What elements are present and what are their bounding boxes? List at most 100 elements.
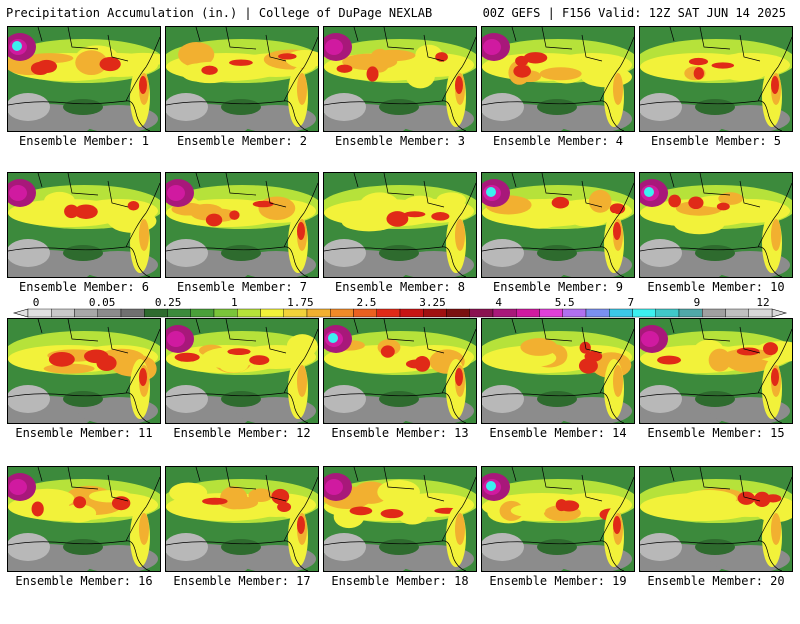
- colorbar-swatch: [237, 308, 261, 318]
- ensemble-panel-3: Ensemble Member: 3: [323, 26, 477, 184]
- ensemble-member-label: Ensemble Member: 4: [492, 134, 624, 148]
- ensemble-member-label: Ensemble Member: 7: [176, 280, 308, 294]
- colorbar-swatch: [748, 308, 773, 318]
- precip-map: [165, 172, 319, 278]
- colorbar-svg: 0 0.05 0.25 1 1.75 2.5 3.25 4 5.5 7 9 12: [12, 296, 788, 318]
- precip-map: [7, 466, 161, 572]
- colorbar: 0 0.05 0.25 1 1.75 2.5 3.25 4 5.5 7 9 12: [0, 296, 800, 318]
- colorbar-tick-label: 12: [756, 296, 769, 309]
- ensemble-panel-2: Ensemble Member: 2: [165, 26, 319, 184]
- colorbar-swatch: [306, 308, 331, 318]
- ensemble-member-label: Ensemble Member: 16: [15, 574, 153, 588]
- colorbar-left-arrow: [12, 308, 29, 318]
- ensemble-panel-16: Ensemble Member: 16: [7, 466, 161, 624]
- precip-map: [7, 318, 161, 424]
- ensemble-member-label: Ensemble Member: 12: [173, 426, 311, 440]
- ensemble-panel-17: Ensemble Member: 17: [165, 466, 319, 624]
- colorbar-swatch: [702, 308, 726, 318]
- precip-map: [481, 172, 635, 278]
- colorbar-tick-label: 7: [628, 296, 635, 309]
- colorbar-swatch: [144, 308, 168, 318]
- colorbar-tick-label: 0.05: [89, 296, 116, 309]
- ensemble-panel-13: Ensemble Member: 13: [323, 318, 477, 476]
- colorbar-swatch: [330, 308, 354, 318]
- colorbar-swatch: [609, 308, 633, 318]
- precip-map: [481, 466, 635, 572]
- ensemble-member-label: Ensemble Member: 13: [331, 426, 469, 440]
- ensemble-member-label: Ensemble Member: 15: [647, 426, 785, 440]
- title-right: 00Z GEFS | F156 Valid: 12Z SAT JUN 14 20…: [482, 6, 786, 20]
- ensemble-panel-8: Ensemble Member: 8: [323, 172, 477, 330]
- colorbar-swatch: [74, 308, 98, 318]
- precip-map: [165, 466, 319, 572]
- ensemble-panel-10: Ensemble Member: 10: [639, 172, 793, 330]
- ensemble-member-label: Ensemble Member: 14: [489, 426, 627, 440]
- precip-map: [7, 172, 161, 278]
- ensemble-panel-18: Ensemble Member: 18: [323, 466, 477, 624]
- ensemble-member-label: Ensemble Member: 17: [173, 574, 311, 588]
- ensemble-panel-5: Ensemble Member: 5: [639, 26, 793, 184]
- colorbar-tick-label: 1.75: [287, 296, 314, 309]
- colorbar-swatch: [469, 308, 494, 318]
- ensemble-member-label: Ensemble Member: 8: [334, 280, 466, 294]
- ensemble-panel-14: Ensemble Member: 14: [481, 318, 635, 476]
- precip-map: [7, 26, 161, 132]
- colorbar-swatch: [539, 308, 563, 318]
- ensemble-member-label: Ensemble Member: 6: [18, 280, 150, 294]
- colorbar-tick-label: 4: [495, 296, 502, 309]
- colorbar-swatch: [585, 308, 610, 318]
- colorbar-swatch: [97, 308, 122, 318]
- precip-map: [323, 172, 477, 278]
- ensemble-member-label: Ensemble Member: 2: [176, 134, 308, 148]
- precip-map: [639, 466, 793, 572]
- colorbar-swatch: [399, 308, 424, 318]
- ensemble-panel-15: Ensemble Member: 15: [639, 318, 793, 476]
- ensemble-member-label: Ensemble Member: 1: [18, 134, 150, 148]
- ensemble-panel-19: Ensemble Member: 19: [481, 466, 635, 624]
- precip-map: [165, 26, 319, 132]
- precip-map: [323, 318, 477, 424]
- colorbar-tick-label: 9: [694, 296, 701, 309]
- ensemble-panel-6: Ensemble Member: 6: [7, 172, 161, 330]
- colorbar-swatch: [725, 308, 749, 318]
- ensemble-member-label: Ensemble Member: 19: [489, 574, 627, 588]
- colorbar-swatch: [516, 308, 540, 318]
- colorbar-tick-label: 3.25: [419, 296, 446, 309]
- colorbar-swatch: [260, 308, 284, 318]
- colorbar-tick-label: 1: [231, 296, 238, 309]
- colorbar-swatch: [655, 308, 680, 318]
- ensemble-member-label: Ensemble Member: 18: [331, 574, 469, 588]
- colorbar-tick-label: 2.5: [357, 296, 377, 309]
- colorbar-swatch: [283, 308, 308, 318]
- colorbar-swatch: [353, 308, 377, 318]
- colorbar-swatch: [120, 308, 145, 318]
- ensemble-member-label: Ensemble Member: 9: [492, 280, 624, 294]
- ensemble-panel-7: Ensemble Member: 7: [165, 172, 319, 330]
- colorbar-swatch: [167, 308, 191, 318]
- ensemble-panel-1: Ensemble Member: 1: [7, 26, 161, 184]
- ensemble-panel-12: Ensemble Member: 12: [165, 318, 319, 476]
- colorbar-swatch: [376, 308, 401, 318]
- colorbar-swatch: [213, 308, 238, 318]
- ensemble-member-label: Ensemble Member: 10: [647, 280, 785, 294]
- precip-map: [165, 318, 319, 424]
- ensemble-member-label: Ensemble Member: 5: [650, 134, 782, 148]
- colorbar-swatch: [27, 308, 52, 318]
- colorbar-swatch: [446, 308, 470, 318]
- colorbar-tick-label: 0: [33, 296, 40, 309]
- colorbar-tick-label: 5.5: [555, 296, 575, 309]
- ensemble-member-label: Ensemble Member: 11: [15, 426, 153, 440]
- colorbar-swatch: [492, 308, 517, 318]
- colorbar-swatch: [423, 308, 447, 318]
- ensemble-panel-9: Ensemble Member: 9: [481, 172, 635, 330]
- precip-map: [639, 172, 793, 278]
- precip-map: [639, 318, 793, 424]
- precip-map: [481, 26, 635, 132]
- title-left: Precipitation Accumulation (in.) | Colle…: [6, 6, 433, 20]
- colorbar-tick-label: 0.25: [155, 296, 182, 309]
- colorbar-swatch: [51, 308, 75, 318]
- colorbar-swatch: [678, 308, 703, 318]
- colorbar-swatch: [632, 308, 656, 318]
- precip-map: [323, 466, 477, 572]
- ensemble-member-label: Ensemble Member: 20: [647, 574, 785, 588]
